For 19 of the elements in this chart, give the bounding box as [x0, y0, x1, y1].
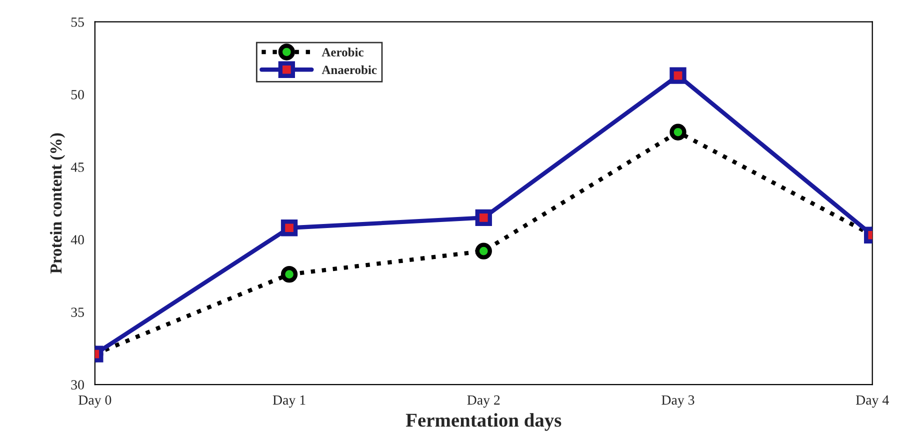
- x-tick-label: Day 1: [272, 395, 306, 408]
- legend-label: Anaerobic: [322, 65, 377, 74]
- y-axis-title: Protein content (%): [50, 133, 66, 274]
- point: [475, 209, 492, 226]
- x-tick-label: Day 3: [662, 395, 694, 408]
- x-tick-label: Day 0: [78, 395, 112, 408]
- point: [280, 220, 298, 236]
- y-tick-label: 50: [71, 90, 84, 100]
- y-tick-label: 40: [70, 235, 84, 244]
- y-tick-label: 30: [71, 380, 84, 390]
- point: [280, 266, 298, 283]
- point: [475, 242, 492, 260]
- y-tick-label: 55: [71, 18, 84, 27]
- y-tick-label: 35: [71, 308, 84, 317]
- x-axis-title: Fermentation days: [406, 413, 562, 431]
- legend-label: Aerobic: [322, 48, 364, 56]
- x-tick-label: Day 2: [467, 395, 500, 408]
- y-tick-label: 45: [70, 162, 84, 172]
- x-tick-label: Day 4: [856, 395, 889, 408]
